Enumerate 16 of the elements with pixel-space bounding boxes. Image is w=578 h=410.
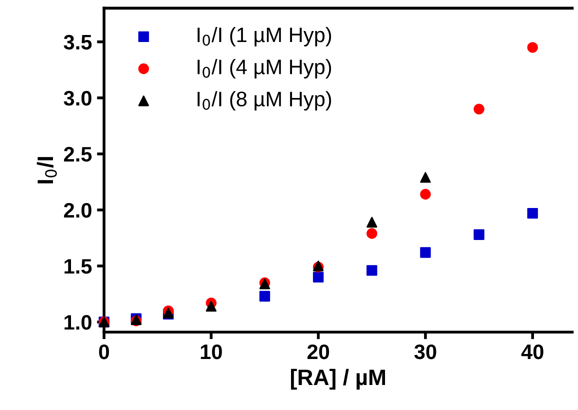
y-tick-label: 1.5 [64,259,92,274]
y-tick-label: 3.5 [64,34,92,50]
y-tick-label: 1.0 [64,315,92,330]
x-tick-label: 10 [200,344,222,360]
legend-label: I$_{0}$/I (4 µM Hyp) [198,59,332,78]
x-tick-label: 40 [521,344,544,360]
legend-label: I$_{0}$/I (1 µM Hyp) [198,26,332,46]
y-tick-label: 3.0 [64,90,92,106]
legend-label: I$_{0}$/I (8 µM Hyp) [198,91,332,111]
x-tick-label: 20 [307,344,330,360]
y-tick-label: 2.0 [64,202,92,218]
x-tick-label: 0 [99,344,109,360]
x-tick-label: 30 [414,344,436,360]
x-axis-title: [RA] / µM [291,368,386,390]
y-axis-title: I$_{0}$/I [36,157,57,184]
y-tick-label: 2.5 [64,146,92,162]
